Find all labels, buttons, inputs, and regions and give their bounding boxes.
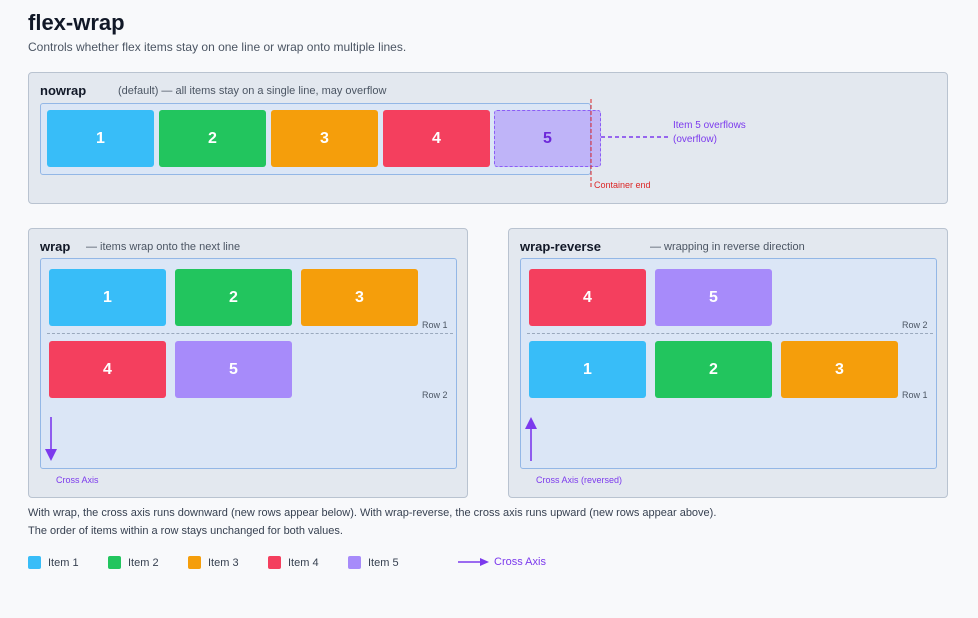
legend-item-4: Item 4	[268, 556, 319, 569]
arrow-right-icon	[458, 558, 489, 566]
nowrap-item-2: 2	[159, 110, 266, 167]
legend-label-3: Item 3	[208, 556, 239, 569]
wrap-item-1: 1	[49, 269, 166, 326]
container-end-label: Container end	[594, 180, 651, 190]
legend-swatch-5	[348, 556, 361, 569]
page-title: flex-wrap	[28, 10, 125, 35]
wrap-item-5: 5	[175, 341, 292, 398]
legend-item-1: Item 1	[28, 556, 79, 569]
legend-swatch-3	[188, 556, 201, 569]
overflow-sublabel: (overflow)	[673, 134, 717, 145]
nowrap-item-1: 1	[47, 110, 154, 167]
nowrap-item-5-overflow: 5	[494, 110, 601, 167]
wrap-row2-label: Row 2	[422, 390, 448, 400]
wrap-panel: wrap — items wrap onto the next line 1 2…	[28, 228, 468, 498]
wrap-reverse-row-separator	[527, 333, 933, 334]
legend-swatch-4	[268, 556, 281, 569]
legend-label-2: Item 2	[128, 556, 159, 569]
wrap-row1-label: Row 1	[422, 320, 448, 330]
legend-swatch-1	[28, 556, 41, 569]
legend-label-4: Item 4	[288, 556, 319, 569]
explanation-line-2: The order of items within a row stays un…	[28, 525, 343, 537]
wrap-item-4: 4	[49, 341, 166, 398]
page-subtitle: Controls whether flex items stay on one …	[28, 40, 407, 54]
legend-label-5: Item 5	[368, 556, 399, 569]
wrap-title: wrap	[40, 239, 71, 254]
legend-cross-axis: Cross Axis	[458, 556, 546, 568]
nowrap-title: nowrap	[40, 83, 87, 98]
explanation-line-1: With wrap, the cross axis runs downward …	[28, 507, 717, 519]
wrap-item-2: 2	[175, 269, 292, 326]
wrap-reverse-item-1: 1	[529, 341, 646, 398]
overflow-connector	[601, 136, 669, 138]
wrap-reverse-item-5: 5	[655, 269, 772, 326]
legend-item-2: Item 2	[108, 556, 159, 569]
wrap-desc: — items wrap onto the next line	[86, 241, 241, 253]
legend-item-5: Item 5	[348, 556, 399, 569]
wrap-row-separator	[47, 333, 453, 334]
legend-axis-label: Cross Axis	[494, 556, 546, 568]
wrap-reverse-panel: wrap-reverse — wrapping in reverse direc…	[508, 228, 948, 498]
container-end-marker	[590, 99, 592, 189]
wrap-reverse-desc: — wrapping in reverse direction	[650, 241, 805, 253]
overflow-label: Item 5 overflows	[673, 120, 746, 131]
wrap-axis-label: Cross Axis	[56, 475, 99, 485]
wrap-item-3: 3	[301, 269, 418, 326]
wrap-reverse-item-3: 3	[781, 341, 898, 398]
nowrap-desc: (default) — all items stay on a single l…	[118, 85, 387, 97]
wrap-reverse-axis-label: Cross Axis (reversed)	[536, 475, 623, 485]
arrow-up-icon	[525, 417, 537, 461]
legend-label-1: Item 1	[48, 556, 79, 569]
nowrap-item-4: 4	[383, 110, 490, 167]
wrap-reverse-row2-label: Row 2	[902, 320, 928, 330]
legend-item-3: Item 3	[188, 556, 239, 569]
wrap-reverse-item-4: 4	[529, 269, 646, 326]
nowrap-panel: nowrap (default) — all items stay on a s…	[28, 72, 948, 204]
nowrap-item-3: 3	[271, 110, 378, 167]
wrap-reverse-title: wrap-reverse	[520, 239, 601, 254]
wrap-reverse-item-2: 2	[655, 341, 772, 398]
arrow-down-icon	[45, 417, 57, 461]
wrap-reverse-row1-label: Row 1	[902, 390, 928, 400]
legend-swatch-2	[108, 556, 121, 569]
